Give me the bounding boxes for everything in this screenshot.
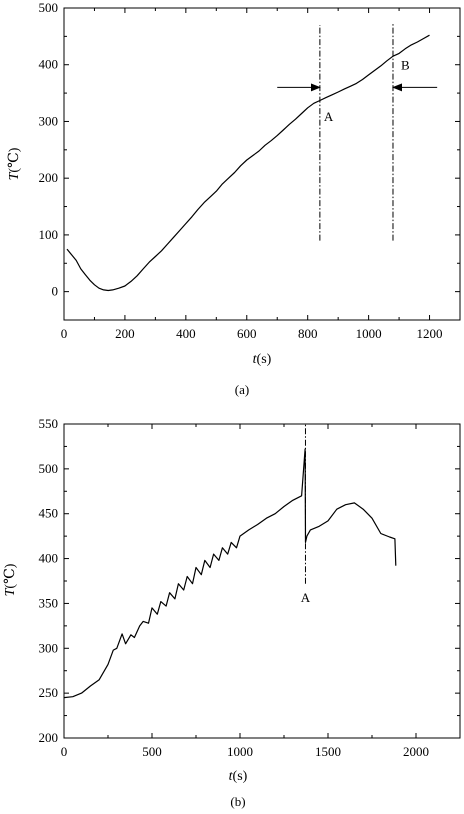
plot-frame-b — [63, 423, 461, 739]
y-tick-label: 200 — [39, 170, 59, 185]
x-tick-label: 200 — [115, 326, 135, 341]
x-tick-label: 500 — [142, 744, 162, 759]
x-tick-label: 600 — [237, 326, 257, 341]
series-line — [66, 34, 430, 292]
annotations-b: A — [301, 424, 311, 605]
x-tick-label: 1200 — [417, 326, 443, 341]
tick-marks-a — [63, 7, 461, 321]
chart-panel-a: 0 200 400 600 800 1000 1200 0 100 200 300 400 500 A… — [7, 0, 461, 397]
y-axis-unit-b: (℃) — [3, 563, 18, 588]
x-tick-label: 800 — [298, 326, 318, 341]
x-axis-symbol-a: t — [253, 352, 258, 367]
y-tick-labels-b: 200 250 300 350 400 450 500 550 — [39, 416, 59, 745]
x-tick-label: 0 — [61, 744, 68, 759]
y-tick-label: 300 — [39, 640, 59, 655]
y-tick-labels-a: 0 100 200 300 400 500 — [39, 0, 59, 299]
y-tick-label: 450 — [39, 506, 59, 521]
marker-label: B — [401, 58, 410, 73]
y-tick-label: 250 — [39, 685, 59, 700]
x-axis-title-a: t(s) — [253, 352, 272, 367]
y-axis-title-a: T(℃) — [7, 147, 22, 180]
chart-panel-b: 0 500 1000 1500 2000 200 250 300 350 400 450 500 55… — [3, 416, 461, 809]
x-tick-label: 1000 — [356, 326, 382, 341]
x-axis-title-b: t(s) — [229, 769, 248, 784]
marker-label: A — [301, 590, 311, 605]
x-tick-label: 1000 — [227, 744, 253, 759]
x-axis-unit-b: (s) — [233, 769, 248, 784]
y-tick-label: 100 — [39, 227, 59, 242]
x-axis-unit-a: (s) — [257, 352, 272, 367]
y-axis-title-b: T(℃) — [3, 563, 18, 596]
x-tick-label: 1500 — [315, 744, 341, 759]
y-axis-symbol-a: T — [7, 171, 22, 180]
y-tick-label: 300 — [39, 113, 59, 128]
tick-marks-b — [63, 423, 461, 739]
y-tick-label: 400 — [39, 57, 59, 72]
x-tick-labels-a: 0 200 400 600 800 1000 1200 — [61, 326, 443, 341]
y-tick-label: 0 — [52, 284, 59, 299]
y-tick-label: 200 — [39, 730, 59, 745]
y-tick-label: 550 — [39, 416, 59, 431]
y-tick-label: 500 — [39, 0, 59, 15]
panel-label-a: (a) — [235, 382, 249, 397]
x-tick-labels-b: 0 500 1000 1500 2000 — [61, 744, 429, 759]
marker-label: A — [324, 109, 334, 124]
plot-frame-a — [63, 7, 461, 321]
series-line — [63, 448, 397, 699]
x-tick-label: 400 — [176, 326, 196, 341]
y-axis-unit-a: (℃) — [7, 147, 22, 172]
x-axis-symbol-b: t — [229, 769, 234, 784]
panel-label-b: (b) — [230, 794, 245, 809]
y-axis-symbol-b: T — [3, 587, 18, 596]
y-tick-label: 350 — [39, 595, 59, 610]
annotations-a: AB — [277, 22, 438, 241]
x-tick-label: 2000 — [403, 744, 429, 759]
series-a — [66, 34, 430, 292]
y-tick-label: 500 — [39, 461, 59, 476]
x-tick-label: 0 — [61, 326, 68, 341]
series-b — [63, 448, 397, 699]
y-tick-label: 400 — [39, 551, 59, 566]
